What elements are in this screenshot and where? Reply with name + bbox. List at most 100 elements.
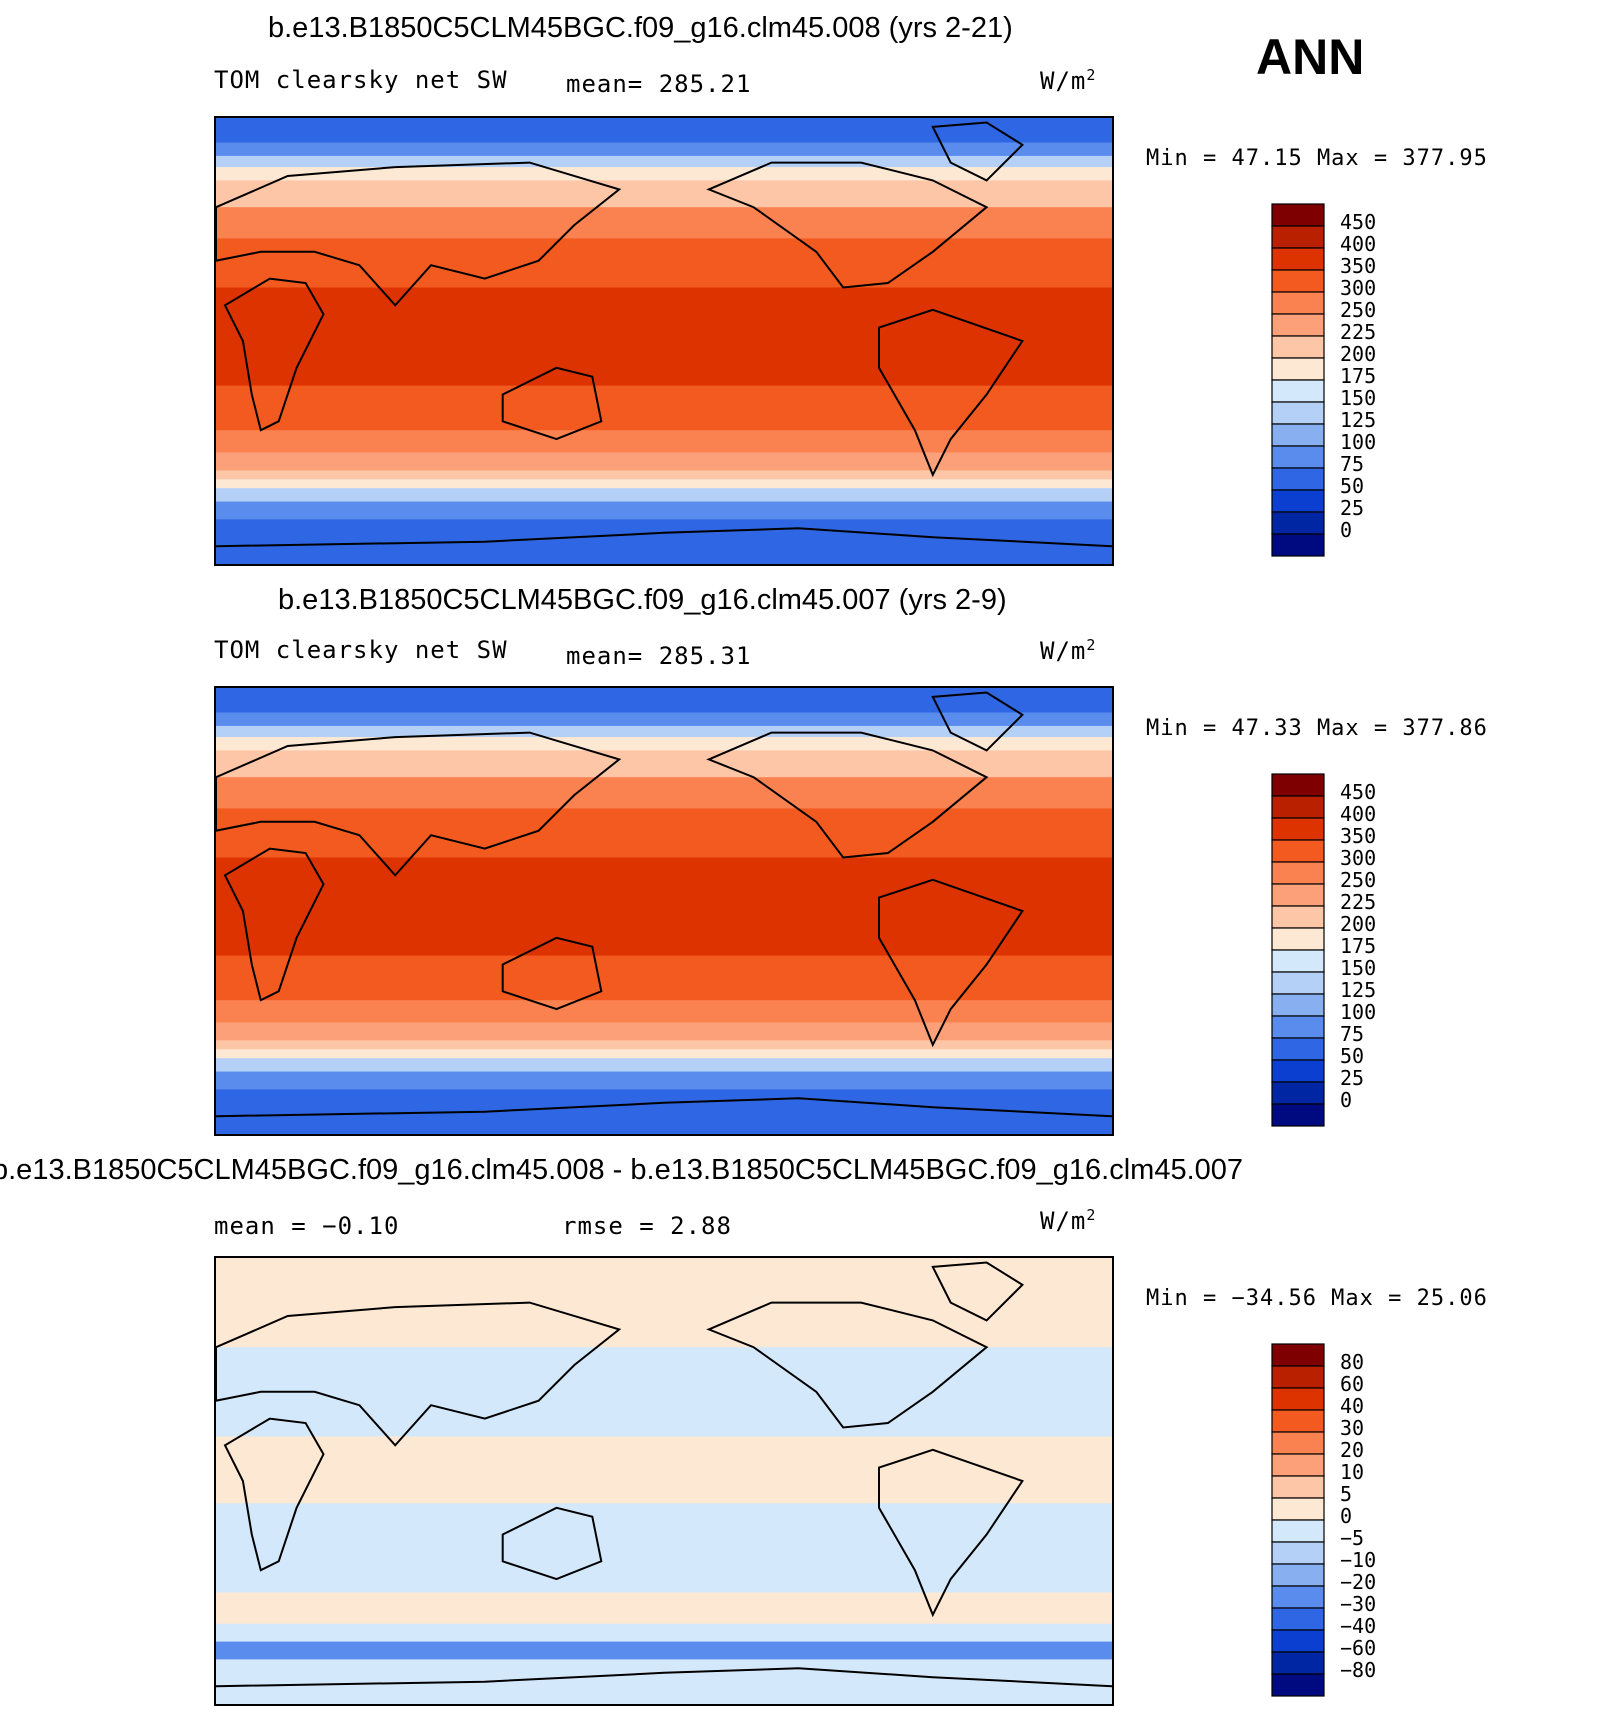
coastline bbox=[223, 1417, 325, 1572]
colorbar-swatch bbox=[1271, 203, 1325, 227]
colorbar-tick-label: 10 bbox=[1340, 1460, 1365, 1484]
panel3-title: b.e13.B1850C5CLM45BGC.f09_g16.clm45.008 … bbox=[0, 1154, 1244, 1186]
panel1-variable: TOM clearsky net SW bbox=[214, 66, 508, 94]
map-band bbox=[216, 712, 1112, 727]
map-band bbox=[216, 519, 1112, 564]
colorbar-tick-label: 100 bbox=[1340, 430, 1377, 454]
coastline bbox=[501, 936, 603, 1011]
panel2-variable: TOM clearsky net SW bbox=[214, 636, 508, 664]
map-band bbox=[216, 501, 1112, 521]
coastline bbox=[878, 1448, 1024, 1618]
map-band bbox=[216, 1049, 1112, 1060]
colorbar-tick-label: 450 bbox=[1340, 210, 1377, 234]
map-band bbox=[216, 1058, 1112, 1073]
map-band bbox=[216, 470, 1112, 481]
coastline bbox=[223, 277, 325, 432]
colorbar-swatch bbox=[1271, 445, 1325, 469]
colorbar-tick-label: 30 bbox=[1340, 1416, 1365, 1440]
coastline bbox=[706, 1301, 989, 1429]
colorbar-tick-label: 200 bbox=[1340, 912, 1377, 936]
colorbar-swatch bbox=[1271, 357, 1325, 381]
map-band bbox=[216, 1592, 1112, 1625]
colorbar-tick-label: 40 bbox=[1340, 1394, 1365, 1418]
coastline bbox=[878, 308, 1024, 478]
map-band bbox=[216, 118, 1112, 144]
colorbar-swatch bbox=[1271, 1673, 1325, 1697]
colorbar-tick-label: 25 bbox=[1340, 496, 1365, 520]
colorbar-swatch bbox=[1271, 1037, 1325, 1061]
colorbar-swatch bbox=[1271, 269, 1325, 293]
colorbar-tick-label: 5 bbox=[1340, 1482, 1353, 1506]
map-band bbox=[216, 207, 1112, 240]
map-band bbox=[216, 777, 1112, 810]
map-band bbox=[216, 1347, 1112, 1438]
map-band bbox=[216, 737, 1112, 752]
colorbar-swatch bbox=[1271, 927, 1325, 951]
colorbar-swatch bbox=[1271, 1541, 1325, 1565]
units-text: W/m bbox=[1040, 637, 1087, 665]
colorbar-swatch bbox=[1271, 1409, 1325, 1433]
colorbar-tick-label: 80 bbox=[1340, 1350, 1365, 1374]
colorbar-tick-label: −40 bbox=[1340, 1614, 1377, 1638]
colorbar-tick-label: 25 bbox=[1340, 1066, 1365, 1090]
coastline bbox=[216, 527, 1112, 548]
map-band bbox=[216, 385, 1112, 432]
colorbar-tick-label: 75 bbox=[1340, 452, 1365, 476]
coastline bbox=[501, 366, 603, 441]
colorbar-swatch bbox=[1271, 467, 1325, 491]
panel3-rmse: rmse = 2.88 bbox=[562, 1212, 732, 1240]
colorbar-swatch bbox=[1271, 905, 1325, 929]
colorbar-tick-label: −80 bbox=[1340, 1658, 1377, 1682]
colorbar-tick-label: 20 bbox=[1340, 1438, 1365, 1462]
colorbar-tick-label: −20 bbox=[1340, 1570, 1377, 1594]
colorbar-tick-label: 125 bbox=[1340, 978, 1377, 1002]
colorbar-swatch bbox=[1271, 1343, 1325, 1367]
colorbar-swatch bbox=[1271, 861, 1325, 885]
units-text: W/m bbox=[1040, 67, 1087, 95]
panel2-units: W/m2 bbox=[1040, 636, 1096, 665]
map-band bbox=[216, 1071, 1112, 1091]
panel2-map bbox=[214, 686, 1114, 1136]
colorbar-swatch bbox=[1271, 379, 1325, 403]
map-band bbox=[216, 1659, 1112, 1704]
units-sup: 2 bbox=[1086, 66, 1097, 84]
panel1-title: b.e13.B1850C5CLM45BGC.f09_g16.clm45.008 … bbox=[268, 12, 1013, 44]
colorbar-tick-label: 250 bbox=[1340, 298, 1377, 322]
colorbar-tick-label: 175 bbox=[1340, 934, 1377, 958]
colorbar-swatch bbox=[1271, 1563, 1325, 1587]
panel3-map bbox=[214, 1256, 1114, 1706]
colorbar-swatch bbox=[1271, 1651, 1325, 1675]
colorbar-swatch bbox=[1271, 993, 1325, 1017]
colorbar-tick-label: −10 bbox=[1340, 1548, 1377, 1572]
colorbar-swatch bbox=[1271, 1081, 1325, 1105]
colorbar-swatch bbox=[1271, 533, 1325, 557]
colorbar-swatch bbox=[1271, 1475, 1325, 1499]
map-band bbox=[216, 1022, 1112, 1042]
coastline bbox=[878, 878, 1024, 1048]
colorbar-swatch bbox=[1271, 795, 1325, 819]
map-band bbox=[216, 1503, 1112, 1594]
map-band bbox=[216, 1641, 1112, 1661]
colorbar-swatch bbox=[1271, 949, 1325, 973]
panel2-mean: mean= 285.31 bbox=[566, 642, 752, 670]
panel3-minmax: Min = −34.56 Max = 25.06 bbox=[1146, 1286, 1488, 1311]
colorbar-swatch bbox=[1271, 225, 1325, 249]
map-band bbox=[216, 750, 1112, 779]
map-band bbox=[216, 725, 1112, 739]
colorbar-tick-label: 225 bbox=[1340, 890, 1377, 914]
colorbar-swatch bbox=[1271, 291, 1325, 315]
colorbar-tick-label: −5 bbox=[1340, 1526, 1365, 1550]
panel1-map-svg bbox=[216, 118, 1112, 564]
map-band bbox=[216, 238, 1112, 289]
map-band bbox=[216, 1436, 1112, 1505]
colorbar-tick-label: 75 bbox=[1340, 1022, 1365, 1046]
colorbar-tick-label: 300 bbox=[1340, 846, 1377, 870]
panel3-map-svg bbox=[216, 1258, 1112, 1704]
map-band bbox=[216, 180, 1112, 209]
colorbar-swatch bbox=[1271, 971, 1325, 995]
panel3-mean: mean = −0.10 bbox=[214, 1212, 400, 1240]
colorbar-swatch bbox=[1271, 423, 1325, 447]
panel1-colorbar bbox=[1271, 203, 1325, 557]
colorbar-tick-label: 400 bbox=[1340, 802, 1377, 826]
colorbar-swatch bbox=[1271, 489, 1325, 513]
